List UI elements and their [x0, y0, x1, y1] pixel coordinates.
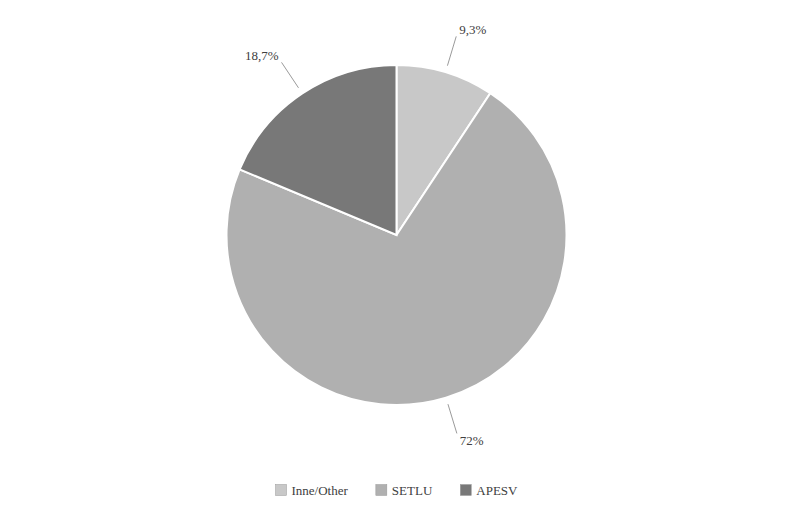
- pie-slice: [240, 65, 397, 235]
- chart: 9,3% 72% 18,7% Inne/Other SETLU APESV: [0, 0, 793, 520]
- data-label: 18,7%: [245, 48, 279, 63]
- legend-label: APESV: [476, 483, 518, 498]
- pie: [227, 65, 567, 405]
- data-label: 72%: [460, 433, 484, 448]
- legend-item: Inne/Other: [276, 483, 349, 498]
- leader-line: [447, 36, 456, 65]
- data-label: 9,3%: [459, 22, 486, 37]
- data-labels: 9,3% 72% 18,7%: [245, 22, 487, 448]
- legend-swatch: [276, 485, 287, 496]
- legend-swatch: [460, 485, 471, 496]
- legend-item: APESV: [460, 483, 518, 498]
- leader-line: [282, 62, 299, 87]
- legend-swatch: [376, 485, 387, 496]
- leader-line: [448, 404, 457, 433]
- legend-item: SETLU: [376, 483, 433, 498]
- legend: Inne/Other SETLU APESV: [276, 483, 519, 498]
- legend-label: SETLU: [392, 483, 433, 498]
- legend-label: Inne/Other: [292, 483, 349, 498]
